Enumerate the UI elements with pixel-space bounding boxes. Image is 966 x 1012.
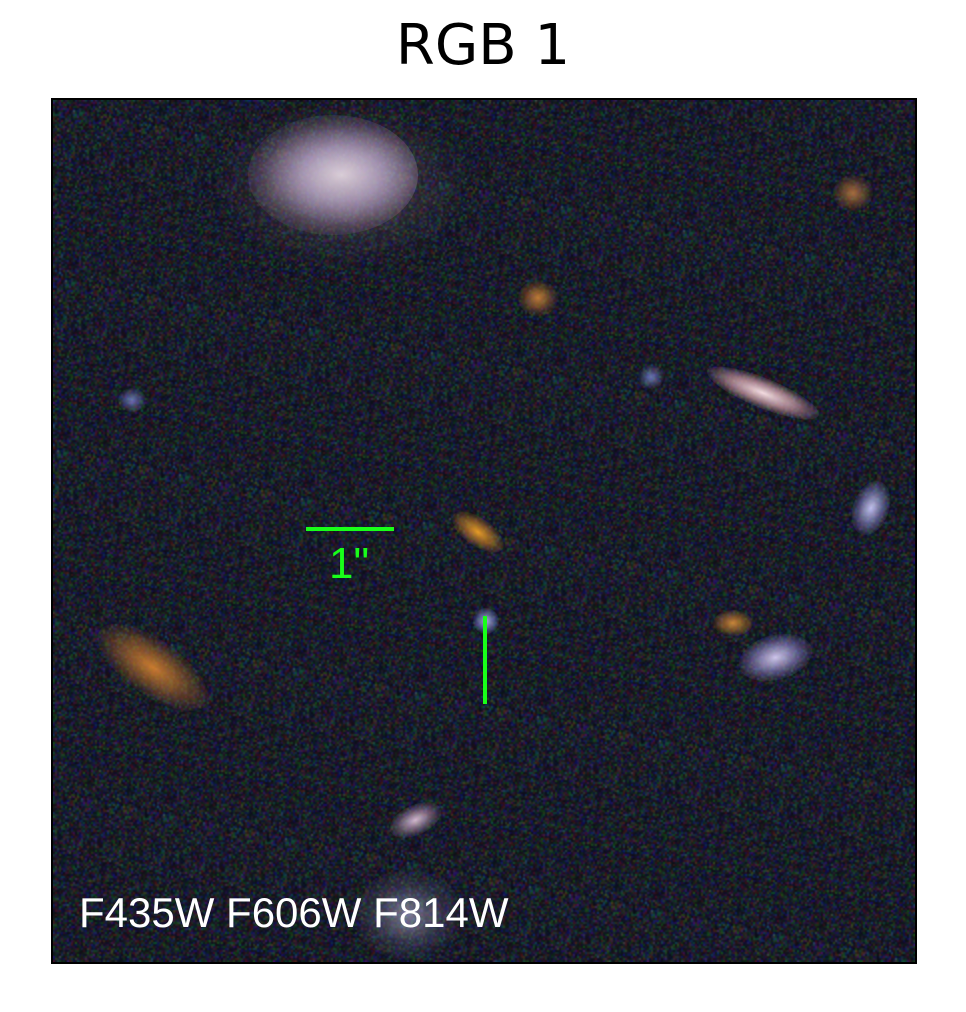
orange-source-right	[713, 610, 753, 636]
faint-blue-source-left	[118, 388, 146, 412]
target-marker-line	[483, 616, 487, 704]
faint-halo-top-left	[213, 100, 473, 270]
filter-names-label: F435W F606W F814W	[79, 889, 509, 936]
rgb-image-panel: 1" F435W F606W F814W	[51, 98, 917, 964]
orange-source-top-right	[833, 175, 873, 211]
figure-title: RGB 1	[395, 13, 571, 78]
scale-bar	[306, 527, 394, 531]
scale-bar-label: 1"	[329, 539, 370, 588]
faint-blue-source-mid-right	[638, 365, 664, 389]
faint-source-bottom-center	[353, 870, 463, 960]
orange-source-top	[518, 280, 558, 316]
bright-galaxy-top-left	[248, 115, 418, 235]
